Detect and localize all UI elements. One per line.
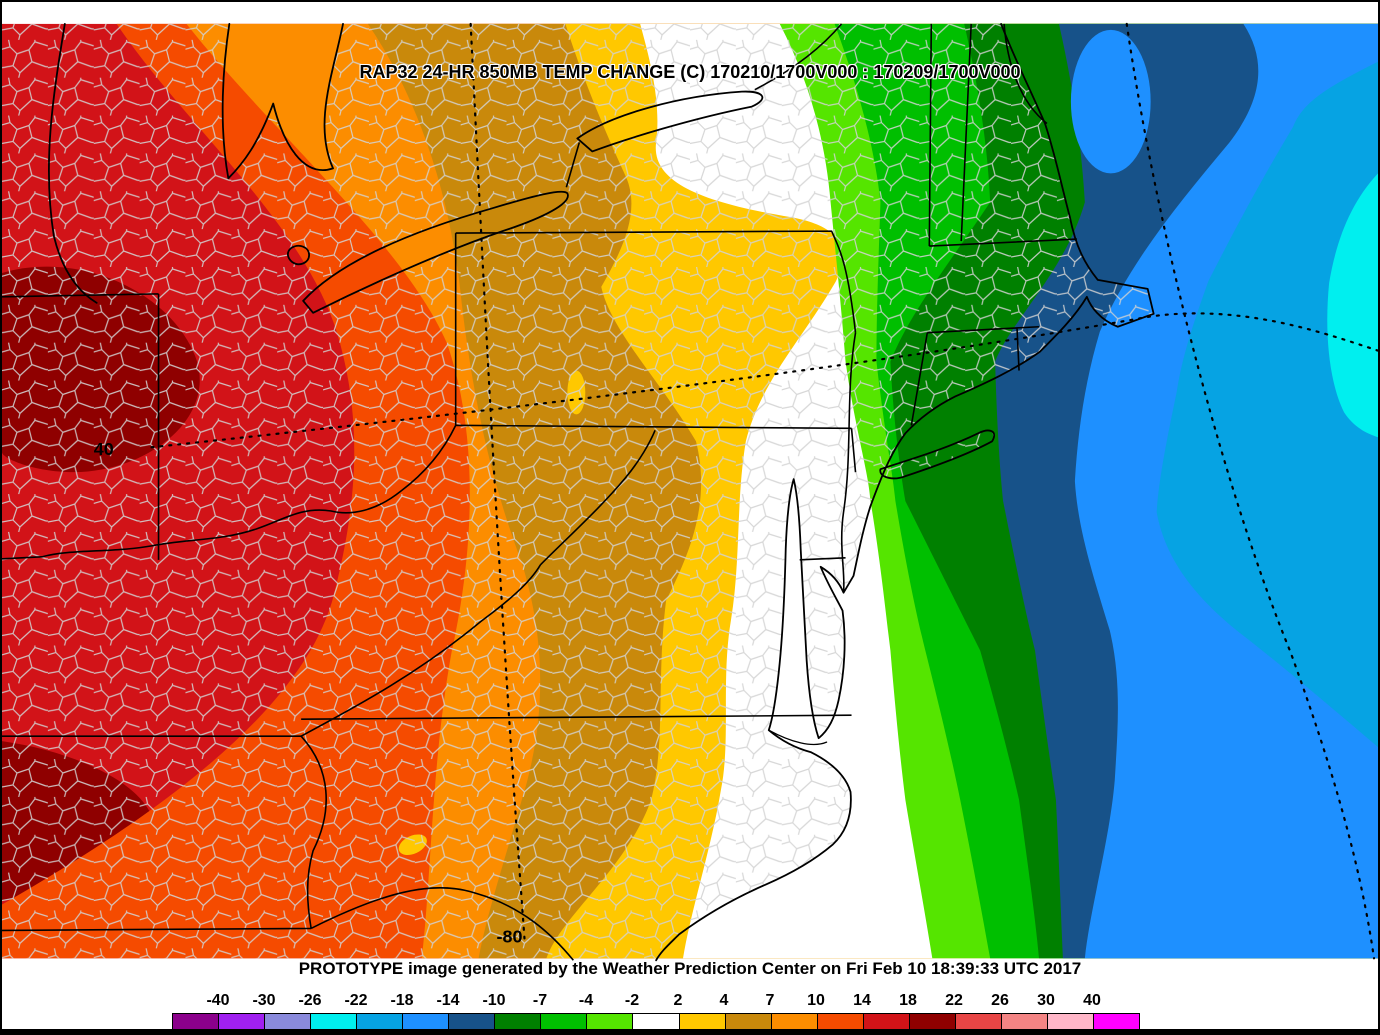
lake-huron-outline <box>221 23 344 180</box>
latitude-40n-line <box>150 312 1378 449</box>
legend-cell-17 <box>955 1014 1002 1031</box>
legend-tick-4: 4 <box>719 992 729 1009</box>
legend-cell-7 <box>495 1014 542 1031</box>
legend-tick-22: 22 <box>945 992 963 1009</box>
atlantic-coastline <box>655 23 1155 962</box>
legend-tick--4: -4 <box>578 992 594 1009</box>
longitude-70w-line <box>1125 22 1376 960</box>
legend-tick-7: 7 <box>765 992 775 1009</box>
albemarle-sound-outline <box>768 729 828 746</box>
lake-michigan-shoreline <box>48 23 98 304</box>
legend-tick-40: 40 <box>1083 992 1101 1009</box>
legend-tick--7: -7 <box>532 992 548 1009</box>
prototype-caption: PROTOTYPE image generated by the Weather… <box>298 959 1082 978</box>
legend-cell-8 <box>541 1014 588 1031</box>
legend-cell-20 <box>1093 1014 1139 1031</box>
legend-tick-labels: -40 -30 -26 -22 -18 -14 -10 -7 -4 -2 2 4 7 10 14 18 22 26… <box>172 992 1138 1012</box>
legend-cell-1 <box>219 1014 266 1031</box>
legend-tick-18: 18 <box>899 992 917 1009</box>
legend-tick--26: -26 <box>298 992 322 1009</box>
state-borders <box>2 23 1077 961</box>
legend-cell-15 <box>863 1014 910 1031</box>
legend-tick--14: -14 <box>436 992 460 1009</box>
legend-cell-13 <box>771 1014 818 1031</box>
long-island-outline <box>879 429 996 480</box>
legend-cell-19 <box>1047 1014 1094 1031</box>
legend-tick-10: 10 <box>807 992 825 1009</box>
legend-cell-11 <box>679 1014 726 1031</box>
legend-tick--18: -18 <box>390 992 414 1009</box>
legend-cell-5 <box>403 1014 450 1031</box>
legend-tick-30: 30 <box>1037 992 1055 1009</box>
latitude-40-label: 40 <box>94 439 114 459</box>
legend-cell-14 <box>817 1014 864 1031</box>
bottom-border-rule <box>2 1029 1378 1033</box>
legend-tick--40: -40 <box>206 992 230 1009</box>
band-light-blue <box>1156 61 1378 748</box>
legend-cell-2 <box>265 1014 312 1031</box>
legend-cell-12 <box>725 1014 772 1031</box>
legend-cell-16 <box>909 1014 956 1031</box>
blue-spot-coastal-maine <box>1070 29 1151 174</box>
legend-tick--30: -30 <box>252 992 276 1009</box>
legend-cell-3 <box>311 1014 358 1031</box>
legend-cell-18 <box>1001 1014 1048 1031</box>
lake-erie-outline <box>302 190 569 314</box>
legend-cell-9 <box>587 1014 634 1031</box>
band-cyan <box>1327 173 1378 438</box>
legend-cell-4 <box>357 1014 404 1031</box>
legend-tick-26: 26 <box>991 992 1009 1009</box>
lake-ontario-outline <box>576 90 764 153</box>
legend-tick--2: -2 <box>624 992 640 1009</box>
legend-tick--22: -22 <box>344 992 368 1009</box>
longitude-80-label: -80 <box>497 926 523 946</box>
legend-tick-2: 2 <box>673 992 683 1009</box>
map-title: RAP32 24-HR 850MB TEMP CHANGE (C) 170210… <box>359 62 1021 82</box>
legend-cell-0 <box>173 1014 220 1031</box>
color-scale-legend: -40 -30 -26 -22 -18 -14 -10 -7 -4 -2 2 4 7 10 14 18 22 26… <box>172 992 1140 1032</box>
legend-tick--10: -10 <box>482 992 506 1009</box>
legend-cell-6 <box>449 1014 496 1031</box>
legend-tick-14: 14 <box>853 992 871 1009</box>
longitude-80w-line <box>469 22 526 940</box>
lake-st-clair-outline <box>287 245 311 266</box>
legend-cell-10 <box>633 1014 680 1031</box>
